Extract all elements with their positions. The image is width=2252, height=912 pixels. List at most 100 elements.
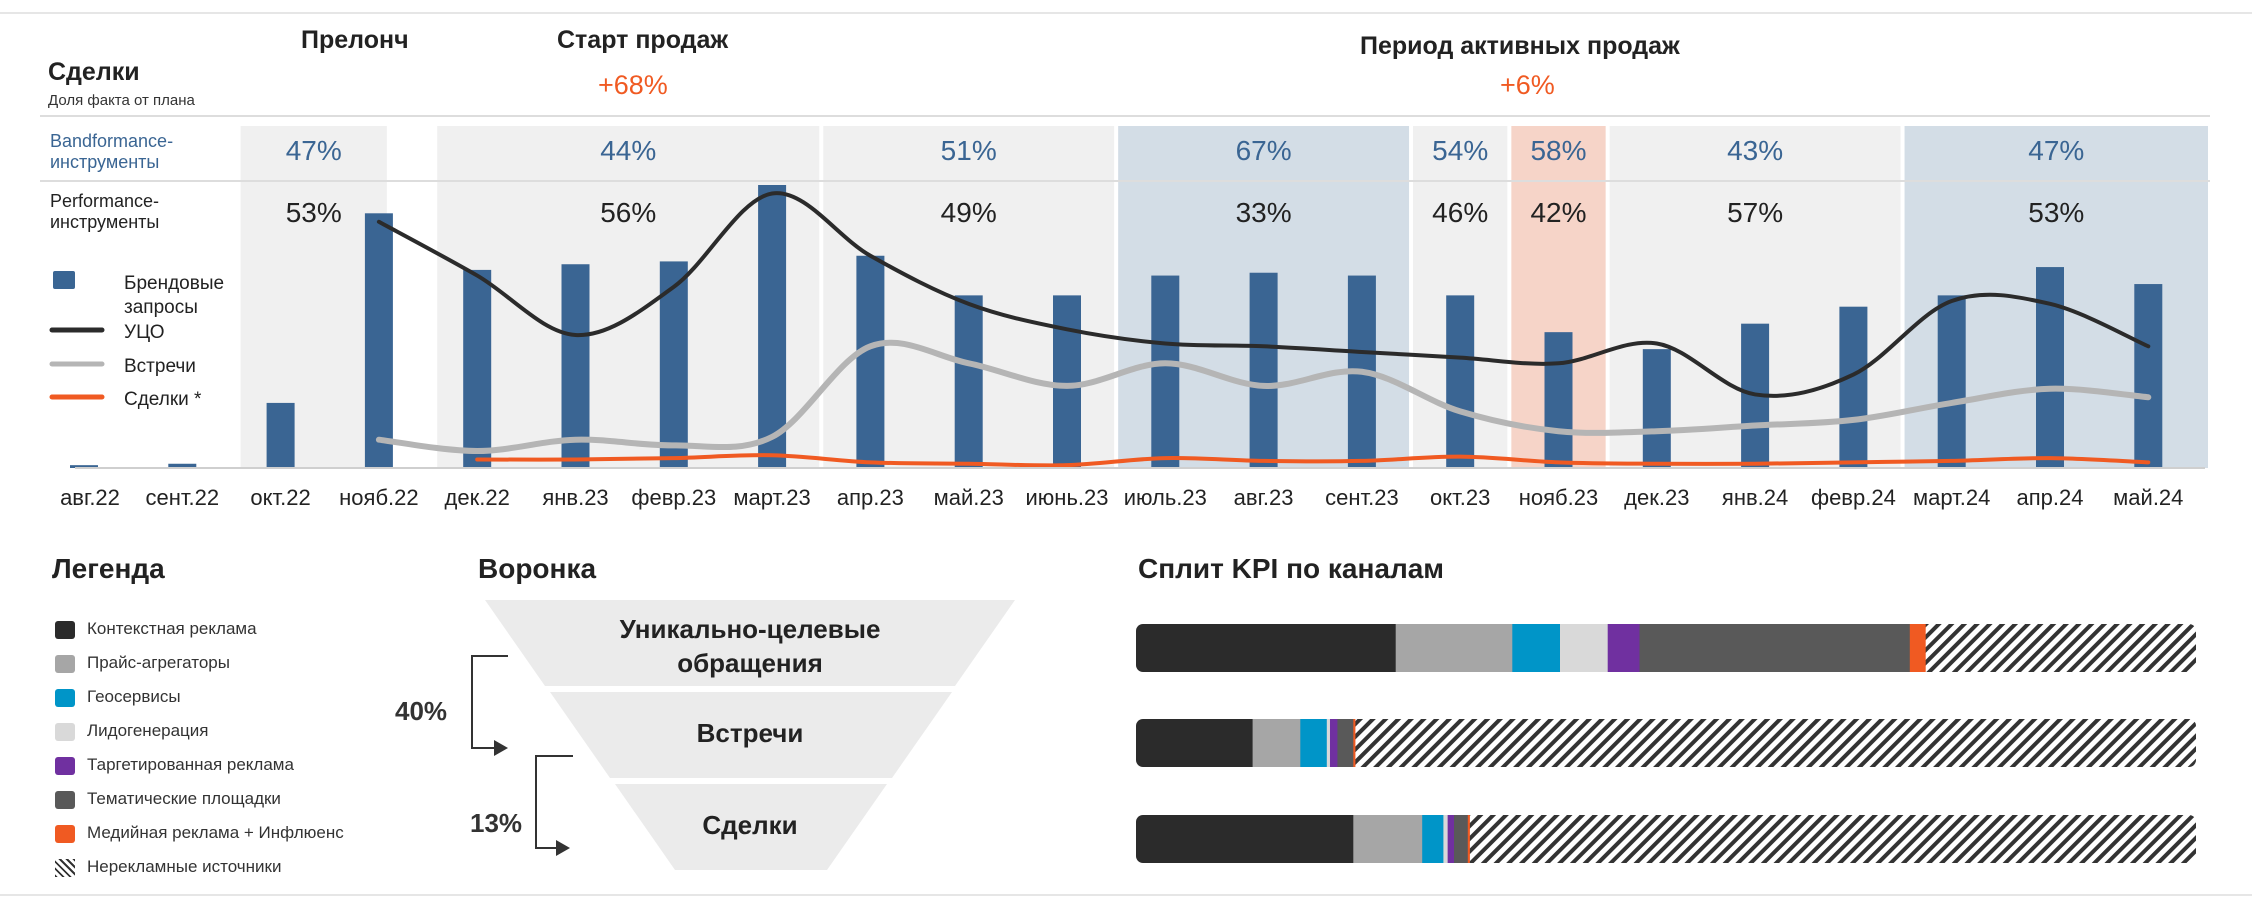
bandformance-share: 58% xyxy=(1530,135,1586,166)
chart-legend: Брендовые запросы УЦО Встречи Сделки * xyxy=(49,271,224,410)
x-tick-label: окт.23 xyxy=(1430,485,1490,510)
kpi-split-title: Сплит KPI по каналам xyxy=(1138,553,1445,584)
bandformance-label: Bandformance- инструменты xyxy=(50,131,173,173)
chart-legend-label: Встречи xyxy=(124,356,196,377)
legend-swatch xyxy=(55,825,75,843)
funnel-level-meetings xyxy=(550,692,952,778)
kpi-bar-row xyxy=(1136,815,2196,863)
kpi-segment xyxy=(1560,624,1609,672)
kpi-segment xyxy=(1469,815,2196,863)
bar-окт.23 xyxy=(1446,295,1475,468)
kpi-segment xyxy=(1337,719,1354,767)
performance-share: 56% xyxy=(600,197,656,228)
kpi-segment xyxy=(1136,815,1354,863)
legend-swatch xyxy=(55,621,75,639)
funnel-title: Воронка xyxy=(478,553,597,584)
bar-авг.22 xyxy=(70,465,98,468)
bar-июль.23 xyxy=(1151,275,1180,468)
phase-sales-start-title: Старт продаж xyxy=(557,26,729,54)
x-tick-label: сент.23 xyxy=(1325,485,1399,510)
x-tick-label: авг.23 xyxy=(1234,485,1294,510)
funnel-label-requests-line2: обращения xyxy=(677,648,823,678)
bandformance-label-line1: Bandformance- xyxy=(50,131,174,151)
bandformance-share: 47% xyxy=(2028,135,2084,166)
legend-swatch xyxy=(55,723,75,741)
meetings-line xyxy=(375,339,2152,455)
kpi-segment xyxy=(1300,719,1328,767)
kpi-segment xyxy=(1252,719,1301,767)
bar-июнь.23 xyxy=(1053,295,1081,468)
x-tick-label: дек.23 xyxy=(1624,485,1689,510)
phase-active-sales-title: Период активных продаж xyxy=(1360,32,1680,60)
kpi-segment xyxy=(1353,815,1423,863)
conversion-bracket-1 xyxy=(471,655,508,749)
kpi-bar-row xyxy=(1136,624,2196,672)
performance-share: 57% xyxy=(1727,197,1783,228)
legend-swatch xyxy=(55,689,75,707)
x-tick-label: июль.23 xyxy=(1124,485,1207,510)
legend-label: Прайс-агрегаторы xyxy=(87,653,230,672)
top-divider xyxy=(0,12,2252,14)
x-tick-label: февр.24 xyxy=(1811,485,1896,510)
performance-label-line1: Performance- xyxy=(50,191,160,211)
x-tick-label: авг.22 xyxy=(60,485,120,510)
x-tick-label: февр.23 xyxy=(631,485,716,510)
legend-swatch xyxy=(55,791,75,809)
kpi-segment xyxy=(1639,624,1911,672)
legend-swatch xyxy=(55,757,75,775)
deals-title: Сделки xyxy=(48,58,140,86)
bar-дек.22 xyxy=(463,269,492,468)
legend-swatch xyxy=(55,655,75,673)
bar-апр.23 xyxy=(856,255,885,468)
legend-bar-swatch xyxy=(53,271,75,289)
x-tick-label: нояб.22 xyxy=(339,485,418,510)
x-tick-label: дек.22 xyxy=(445,485,510,510)
bar-сент.22 xyxy=(168,463,197,468)
kpi-segment xyxy=(1925,624,2196,672)
x-tick-label: июнь.23 xyxy=(1026,485,1109,510)
band-0 xyxy=(240,126,387,468)
bandformance-share: 51% xyxy=(941,135,997,166)
funnel xyxy=(471,600,1015,870)
bar-май.23 xyxy=(954,295,983,468)
x-tick-label: май.24 xyxy=(2113,485,2183,510)
x-tick-label: май.23 xyxy=(934,485,1004,510)
bar-март.23 xyxy=(758,185,787,468)
kpi-segment xyxy=(1329,719,1338,767)
performance-share: 53% xyxy=(286,197,342,228)
bandformance-share: 54% xyxy=(1432,135,1488,166)
bar-янв.23 xyxy=(561,264,590,468)
uco-line xyxy=(376,191,2151,398)
chart-legend-label: УЦО xyxy=(124,322,165,343)
bar-февр.24 xyxy=(1839,306,1868,468)
deals-chart: 47% 53% 44% 56% 51% 49% 67% 33% 54% 46% 58% 42% 43% 5… xyxy=(40,115,2210,510)
bar-дек.23 xyxy=(1642,349,1671,468)
conversion-bracket-2 xyxy=(535,755,573,849)
kpi-segment xyxy=(1355,719,2196,767)
bandformance-label-line2: инструменты xyxy=(50,152,160,172)
arrow-right-icon xyxy=(556,840,570,856)
performance-share: 53% xyxy=(2028,197,2084,228)
bar-окт.22 xyxy=(266,402,295,468)
legend-label: Таргетированная реклама xyxy=(87,755,294,774)
bar-авг.23 xyxy=(1249,272,1278,468)
kpi-segment xyxy=(1467,815,1471,863)
x-tick-label: апр.24 xyxy=(2017,485,2084,510)
x-tick-label: сент.22 xyxy=(145,485,219,510)
chart-legend-label: Сделки * xyxy=(124,389,202,410)
performance-label: Performance- инструменты xyxy=(50,191,159,233)
performance-share: 46% xyxy=(1432,197,1488,228)
share-percentages: 47% 53% 44% 56% 51% 49% 67% 33% 54% 46% 58% 42% 43% 5… xyxy=(286,135,2085,228)
funnel-label-requests: Уникально-целевые обращения xyxy=(580,612,920,680)
bar-нояб.22 xyxy=(364,213,393,468)
legend-title: Легенда xyxy=(52,553,165,584)
x-tick-label: янв.23 xyxy=(542,485,608,510)
kpi-segment xyxy=(1607,624,1641,672)
funnel-level-requests xyxy=(485,600,1015,686)
kpi-segment xyxy=(1909,624,1927,672)
kpi-segment xyxy=(1136,719,1254,767)
trend-lines xyxy=(375,191,2152,468)
kpi-segment xyxy=(1422,815,1444,863)
phase-prelaunch-title: Прелонч xyxy=(301,26,409,54)
